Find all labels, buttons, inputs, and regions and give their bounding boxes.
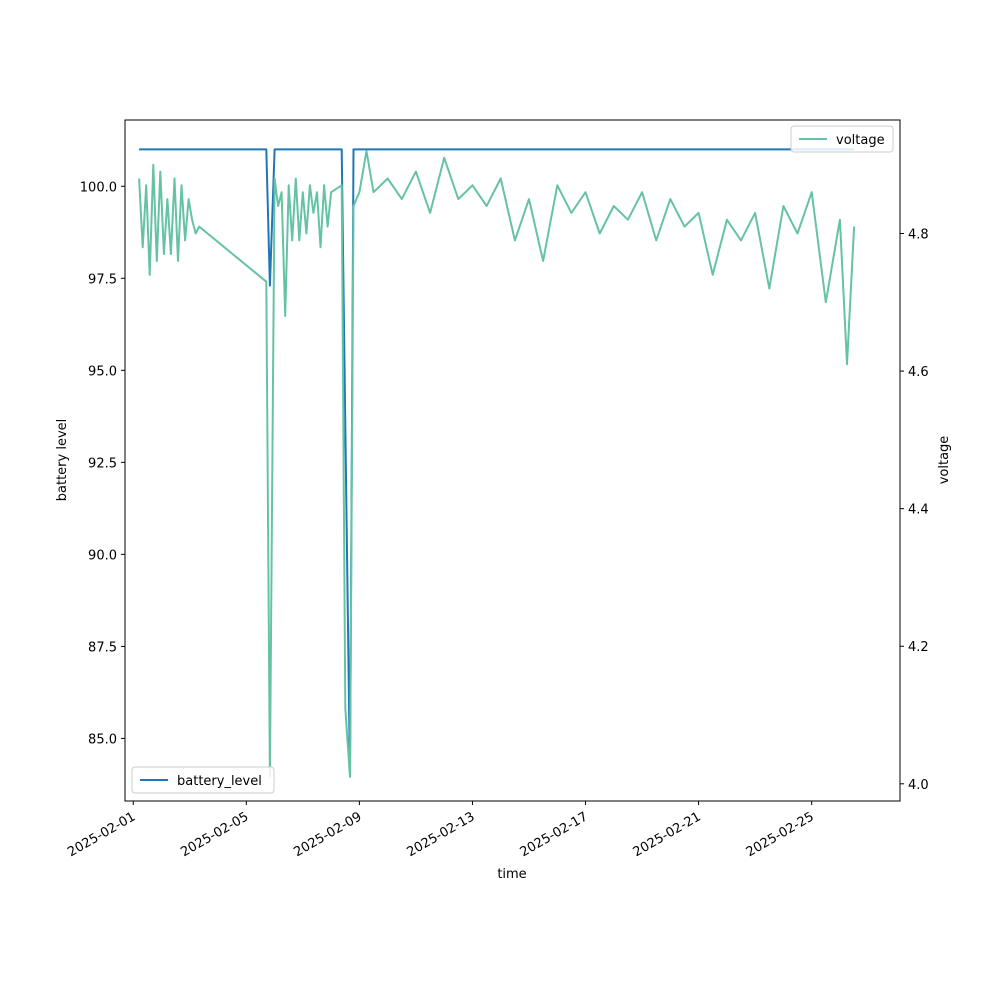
y-left-tick-label: 85.0 <box>88 732 117 747</box>
legend-voltage: voltage <box>790 125 894 153</box>
legend-voltage-box <box>790 125 894 153</box>
y-axis-right: 4.0 4.2 4.4 4.6 4.8 <box>900 228 929 793</box>
y-right-tick-label: 4.8 <box>908 228 929 243</box>
y-right-tick-label: 4.4 <box>908 503 929 518</box>
y-axis-left-label: battery level <box>55 419 70 502</box>
x-tick-label: 2025-02-09 <box>291 809 364 860</box>
x-tick-label: 2025-02-21 <box>631 809 704 860</box>
x-tick-label: 2025-02-25 <box>744 809 817 860</box>
y-axis-right-label: voltage <box>937 436 952 485</box>
y-right-tick-label: 4.0 <box>908 778 929 793</box>
series-layer <box>138 148 856 778</box>
x-axis: 2025-02-01 2025-02-05 2025-02-09 2025-02-13… <box>65 801 817 860</box>
series-line-voltage <box>138 150 856 778</box>
y-left-tick-label: 97.5 <box>88 272 117 287</box>
y-right-tick-label: 4.2 <box>908 640 929 655</box>
y-axis-left: 85.0 87.5 90.0 92.5 95.0 97.5 100.0 <box>80 180 125 747</box>
x-tick-label: 2025-02-17 <box>518 809 591 860</box>
y-right-tick-label: 4.6 <box>908 365 929 380</box>
x-axis-label: time <box>497 867 526 882</box>
y-left-tick-label: 90.0 <box>88 548 117 563</box>
x-tick-label: 2025-02-13 <box>405 809 478 860</box>
plot-background <box>125 120 900 801</box>
legend-voltage-label: voltage <box>836 133 885 148</box>
x-tick-label: 2025-02-05 <box>178 809 251 860</box>
legend-battery-level: battery_level <box>131 766 275 794</box>
legend-battery-level-box <box>131 766 275 794</box>
x-tick-label: 2025-02-01 <box>65 809 138 860</box>
y-left-tick-label: 100.0 <box>80 180 117 195</box>
y-left-tick-label: 92.5 <box>88 456 117 471</box>
legend-battery-level-label: battery_level <box>177 774 262 789</box>
y-left-tick-label: 87.5 <box>88 640 117 655</box>
y-left-tick-label: 95.0 <box>88 364 117 379</box>
plot-frame <box>124 119 901 802</box>
